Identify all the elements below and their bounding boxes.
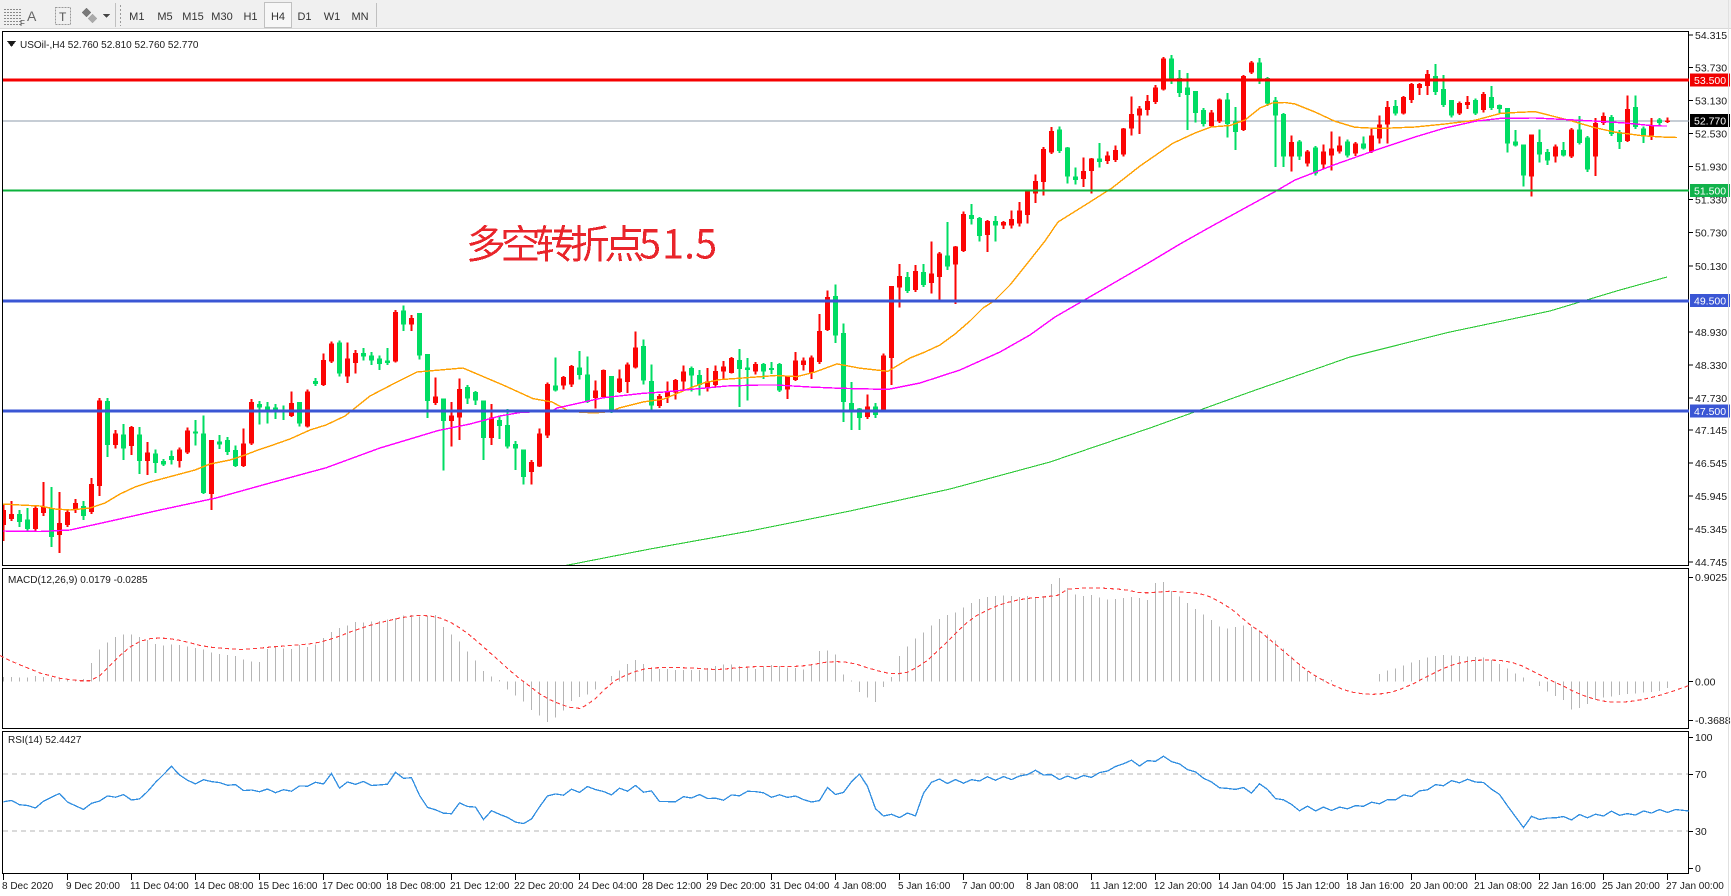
svg-text:11 Dec 04:00: 11 Dec 04:00 — [130, 881, 189, 892]
svg-text:48.330: 48.330 — [1695, 360, 1727, 372]
svg-text:53.730: 53.730 — [1695, 62, 1727, 74]
svg-text:50.130: 50.130 — [1695, 261, 1727, 273]
svg-text:M30: M30 — [211, 11, 232, 23]
svg-text:RSI(14) 52.4427: RSI(14) 52.4427 — [8, 735, 82, 746]
svg-text:5 Jan 16:00: 5 Jan 16:00 — [898, 881, 951, 892]
svg-text:MACD(12,26,9) 0.0179 -0.0285: MACD(12,26,9) 0.0179 -0.0285 — [8, 575, 148, 586]
svg-text:24 Dec 04:00: 24 Dec 04:00 — [578, 881, 638, 892]
svg-text:54.315: 54.315 — [1695, 30, 1727, 42]
svg-text:4 Jan 08:00: 4 Jan 08:00 — [834, 881, 887, 892]
svg-text:31 Dec 04:00: 31 Dec 04:00 — [770, 881, 830, 892]
svg-text:F: F — [20, 19, 25, 28]
svg-text:H4: H4 — [271, 11, 285, 23]
svg-text:9 Dec 20:00: 9 Dec 20:00 — [66, 881, 120, 892]
svg-text:47.500: 47.500 — [1694, 406, 1726, 418]
svg-text:M1: M1 — [129, 11, 144, 23]
svg-text:22 Jan 16:00: 22 Jan 16:00 — [1538, 881, 1596, 892]
svg-text:14 Jan 04:00: 14 Jan 04:00 — [1218, 881, 1276, 892]
svg-text:14 Dec 08:00: 14 Dec 08:00 — [194, 881, 254, 892]
svg-text:29 Dec 20:00: 29 Dec 20:00 — [706, 881, 766, 892]
svg-text:47.730: 47.730 — [1695, 393, 1727, 405]
svg-text:53.500: 53.500 — [1694, 75, 1726, 87]
svg-text:53.130: 53.130 — [1695, 95, 1727, 107]
svg-text:8 Dec 2020: 8 Dec 2020 — [2, 881, 54, 892]
svg-text:27 Jan 00:00: 27 Jan 00:00 — [1666, 881, 1724, 892]
svg-text:T: T — [59, 10, 67, 24]
svg-text:0: 0 — [1695, 863, 1701, 875]
svg-text:18 Dec 08:00: 18 Dec 08:00 — [386, 881, 446, 892]
svg-text:7 Jan 00:00: 7 Jan 00:00 — [962, 881, 1015, 892]
svg-text:8 Jan 08:00: 8 Jan 08:00 — [1026, 881, 1079, 892]
svg-text:20 Jan 00:00: 20 Jan 00:00 — [1410, 881, 1468, 892]
svg-text:45.345: 45.345 — [1695, 524, 1727, 536]
svg-text:-0.3688: -0.3688 — [1695, 715, 1731, 727]
svg-text:51.330: 51.330 — [1695, 195, 1727, 207]
svg-text:46.545: 46.545 — [1695, 458, 1727, 470]
svg-text:M15: M15 — [182, 11, 203, 23]
svg-text:48.930: 48.930 — [1695, 327, 1727, 339]
svg-text:21 Dec 12:00: 21 Dec 12:00 — [450, 881, 510, 892]
svg-text:0.9025: 0.9025 — [1695, 572, 1727, 584]
svg-text:MN: MN — [351, 11, 368, 23]
svg-text:17 Dec 00:00: 17 Dec 00:00 — [322, 881, 382, 892]
svg-text:USOil-,H4 52.760 52.810 52.76: USOil-,H4 52.760 52.810 52.760 52.770 — [20, 40, 199, 51]
svg-text:22 Dec 20:00: 22 Dec 20:00 — [514, 881, 574, 892]
svg-text:44.745: 44.745 — [1695, 557, 1727, 569]
svg-text:H1: H1 — [243, 11, 257, 23]
svg-text:50.730: 50.730 — [1695, 228, 1727, 240]
svg-text:11 Jan 12:00: 11 Jan 12:00 — [1090, 881, 1148, 892]
svg-text:49.500: 49.500 — [1694, 296, 1726, 308]
svg-text:51.930: 51.930 — [1695, 162, 1727, 174]
svg-text:30: 30 — [1695, 826, 1707, 838]
svg-text:M5: M5 — [157, 11, 172, 23]
svg-text:45.945: 45.945 — [1695, 491, 1727, 503]
svg-text:A: A — [27, 8, 37, 24]
svg-text:W1: W1 — [324, 11, 341, 23]
svg-text:15 Jan 12:00: 15 Jan 12:00 — [1282, 881, 1340, 892]
svg-text:70: 70 — [1695, 769, 1707, 781]
svg-text:D1: D1 — [297, 11, 311, 23]
svg-text:15 Dec 16:00: 15 Dec 16:00 — [258, 881, 318, 892]
svg-text:52.530: 52.530 — [1695, 128, 1727, 140]
svg-text:52.770: 52.770 — [1694, 116, 1726, 128]
svg-text:12 Jan 20:00: 12 Jan 20:00 — [1154, 881, 1212, 892]
svg-text:47.145: 47.145 — [1695, 425, 1727, 437]
svg-text:100: 100 — [1695, 732, 1713, 744]
svg-text:18 Jan 16:00: 18 Jan 16:00 — [1346, 881, 1404, 892]
svg-text:21 Jan 08:00: 21 Jan 08:00 — [1474, 881, 1532, 892]
svg-text:28 Dec 12:00: 28 Dec 12:00 — [642, 881, 702, 892]
svg-text:51.500: 51.500 — [1694, 186, 1726, 198]
svg-text:0.00: 0.00 — [1695, 677, 1716, 689]
svg-text:25 Jan 20:00: 25 Jan 20:00 — [1602, 881, 1660, 892]
